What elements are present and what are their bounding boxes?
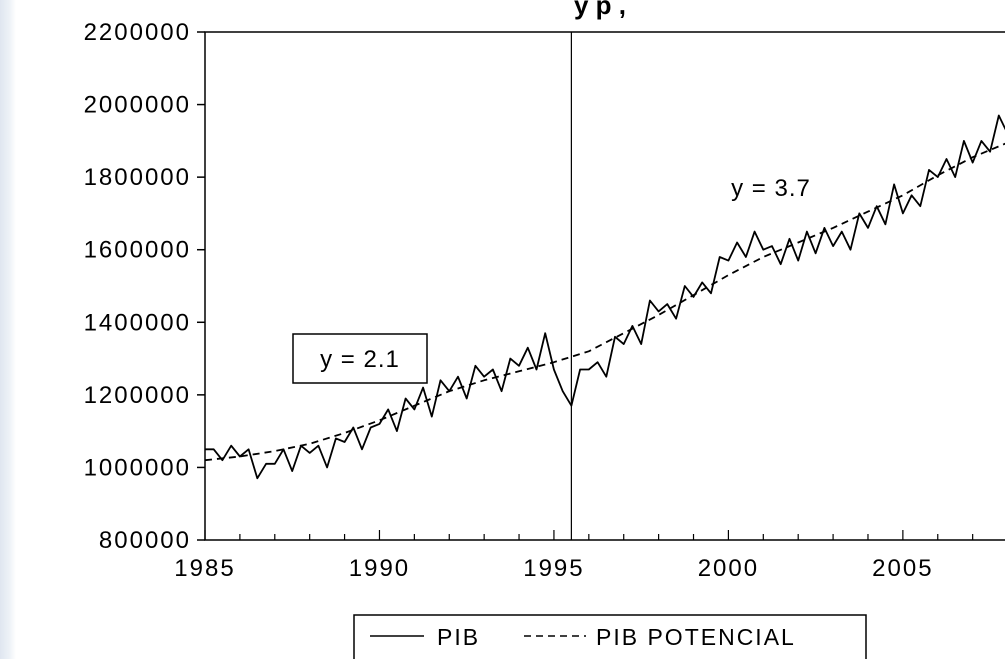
x-tick-label: 1990 xyxy=(349,555,410,582)
series-line-pib xyxy=(205,114,1005,480)
annotation-low-growth: y = 2.1 xyxy=(292,333,428,384)
y-tick-label: 2200000 xyxy=(84,19,191,46)
annotation-low-growth-box xyxy=(292,333,428,384)
y-tick-label: 1800000 xyxy=(84,164,191,191)
y-tick-label: 2000000 xyxy=(84,92,191,119)
y-tick-label: 1400000 xyxy=(84,309,191,336)
y-tick-label: 1600000 xyxy=(84,237,191,264)
legend-box xyxy=(353,614,867,659)
legend-label-pib-potencial: PIB POTENCIAL xyxy=(596,624,796,650)
y-axis: 800000 1000000 1200000 1400000 1600000 180000… xyxy=(84,19,205,554)
plot-frame xyxy=(204,31,1005,541)
legend: PIB PIB POTENCIAL xyxy=(353,614,867,659)
window-edge-strip xyxy=(0,0,16,659)
x-tick-label: 1995 xyxy=(523,555,584,582)
y-tick-label: 1200000 xyxy=(84,382,191,409)
series-group xyxy=(204,114,1005,480)
series-line-pib-potencial xyxy=(204,142,1005,462)
x-axis: 1985 1990 1995 2000 2005 xyxy=(174,530,974,582)
x-tick-label: 2000 xyxy=(698,555,759,582)
x-tick-label: 1985 xyxy=(174,555,235,582)
y-tick-label: 800000 xyxy=(99,527,191,554)
y-tick-label: 1000000 xyxy=(84,454,191,481)
chart-title: y p , xyxy=(574,0,626,20)
legend-label-pib: PIB xyxy=(437,624,480,650)
annotation-high-growth-text: y = 3.7 xyxy=(731,175,811,202)
x-tick-label: 2005 xyxy=(872,555,933,582)
annotation-low-growth-text: y = 2.1 xyxy=(320,346,400,373)
